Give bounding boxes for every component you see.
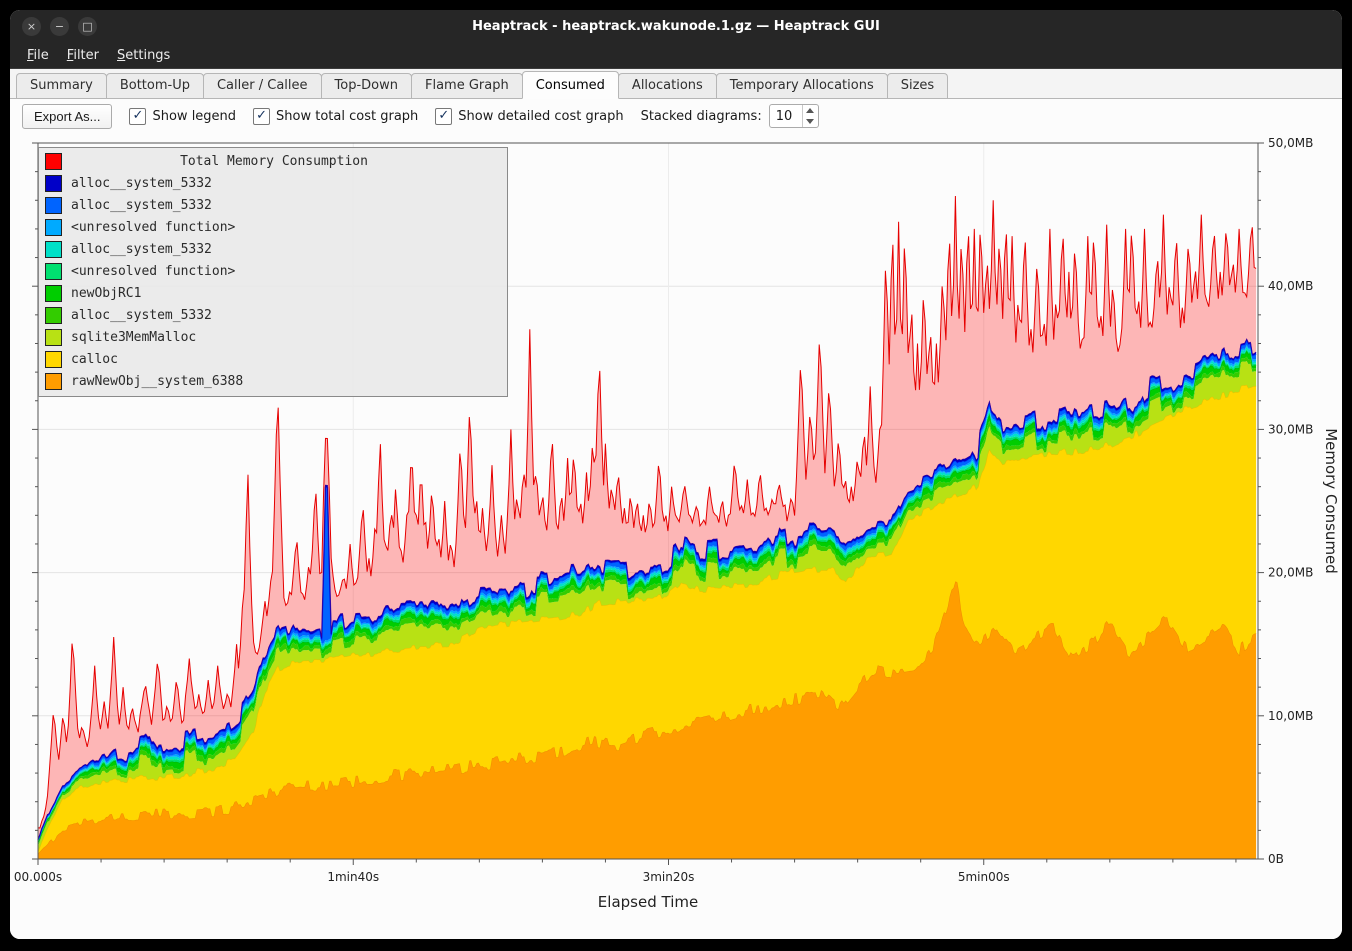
svg-text:30,0MB: 30,0MB [1268,422,1313,436]
svg-text:50,0MB: 50,0MB [1268,136,1313,150]
series-areas [38,196,1256,859]
check-icon: ✓ [256,109,267,122]
x-axis-title: Elapsed Time [598,893,698,911]
window-controls: × − □ [22,17,97,36]
memory-chart-svg: 00.000s 1min40s 3min20s 5min00s 0B 10,0MB 20,0… [10,133,1342,933]
toolbar: Export As... ✓ Show legend ✓ Show total … [10,99,1342,133]
check-icon: ✓ [438,109,449,122]
tab-bar: Summary Bottom-Up Caller / Callee Top-Do… [10,69,1342,99]
spin-down-button[interactable] [803,116,818,127]
spin-up-button[interactable] [803,105,818,116]
show-legend-checkbox[interactable]: ✓ Show legend [129,108,236,125]
svg-text:3min20s: 3min20s [643,870,695,884]
show-detailed-cost-checkbox[interactable]: ✓ Show detailed cost graph [435,108,623,125]
checkbox-label: Show detailed cost graph [458,109,623,124]
checkbox-label: Show legend [152,109,236,124]
svg-text:20,0MB: 20,0MB [1268,566,1313,580]
minimize-icon: − [55,21,64,32]
stacked-diagrams-spinner[interactable]: 10 [769,104,819,128]
y-axis-title: Memory Consumed [1322,428,1340,574]
memory-consumption-chart[interactable]: 00.000s 1min40s 3min20s 5min00s 0B 10,0MB 20,0… [10,133,1342,939]
menu-filter[interactable]: Filter [58,45,108,66]
tab-allocations[interactable]: Allocations [618,73,717,98]
svg-text:0B: 0B [1268,852,1284,866]
maximize-icon: □ [82,21,92,32]
svg-text:5min00s: 5min00s [958,870,1010,884]
check-icon: ✓ [133,109,144,122]
svg-text:40,0MB: 40,0MB [1268,279,1313,293]
svg-text:00.000s: 00.000s [14,870,62,884]
show-total-cost-checkbox[interactable]: ✓ Show total cost graph [253,108,418,125]
window-title: Heaptrack - heaptrack.wakunode.1.gz — He… [10,19,1342,34]
spinner-arrows [802,105,818,127]
spinner-value[interactable]: 10 [770,105,802,127]
menu-settings[interactable]: Settings [108,45,179,66]
minimize-button[interactable]: − [50,17,69,36]
tab-consumed[interactable]: Consumed [522,71,619,99]
spin-down-icon [806,119,814,124]
svg-text:10,0MB: 10,0MB [1268,709,1313,723]
close-icon: × [27,21,36,32]
titlebar[interactable]: × − □ Heaptrack - heaptrack.wakunode.1.g… [10,10,1342,42]
checkbox-box[interactable]: ✓ [129,108,146,125]
checkbox-label: Show total cost graph [276,109,418,124]
tab-summary[interactable]: Summary [16,73,107,98]
tab-sizes[interactable]: Sizes [887,73,948,98]
stacked-diagrams-group: Stacked diagrams: 10 [641,104,819,128]
close-button[interactable]: × [22,17,41,36]
tab-caller-callee[interactable]: Caller / Callee [203,73,322,98]
maximize-button[interactable]: □ [78,17,97,36]
spin-up-icon [806,108,814,113]
stacked-diagrams-label: Stacked diagrams: [641,109,762,124]
app-window: × − □ Heaptrack - heaptrack.wakunode.1.g… [10,10,1342,939]
export-as-button[interactable]: Export As... [22,104,112,129]
tab-temporary-allocations[interactable]: Temporary Allocations [716,73,888,98]
tab-bottom-up[interactable]: Bottom-Up [106,73,204,98]
tab-top-down[interactable]: Top-Down [321,73,412,98]
tab-flame-graph[interactable]: Flame Graph [411,73,523,98]
svg-text:1min40s: 1min40s [327,870,379,884]
menu-file[interactable]: File [18,45,58,66]
menubar: File Filter Settings [10,42,1342,69]
checkbox-box[interactable]: ✓ [253,108,270,125]
checkbox-box[interactable]: ✓ [435,108,452,125]
